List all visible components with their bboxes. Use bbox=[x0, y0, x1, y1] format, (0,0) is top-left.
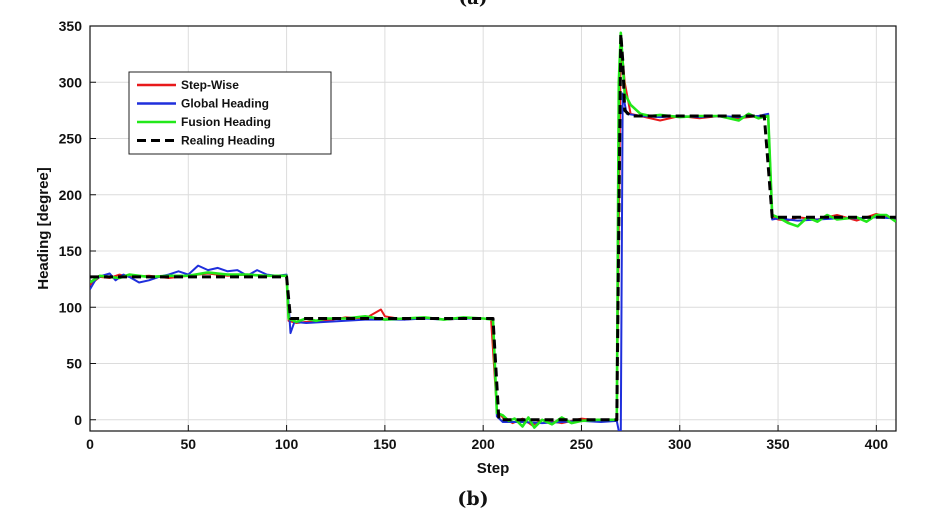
x-tick-label: 300 bbox=[668, 436, 692, 452]
y-tick-label: 350 bbox=[59, 18, 83, 34]
top-caption: (a) bbox=[450, 0, 496, 9]
y-tick-label: 50 bbox=[66, 356, 82, 372]
bottom-caption: (b) bbox=[457, 488, 489, 510]
x-tick-label: 200 bbox=[471, 436, 495, 452]
x-tick-label: 100 bbox=[275, 436, 299, 452]
x-tick-label: 150 bbox=[373, 436, 397, 452]
x-axis-label: Step bbox=[477, 460, 510, 477]
x-tick-label: 250 bbox=[570, 436, 594, 452]
x-tick-label: 50 bbox=[181, 436, 197, 452]
legend-label-step-wise: Step-Wise bbox=[181, 78, 239, 92]
series-realing-heading-line bbox=[90, 32, 896, 422]
legend-label-fusion-heading: Fusion Heading bbox=[181, 115, 271, 129]
y-tick-label: 100 bbox=[59, 299, 83, 315]
x-tick-label: 350 bbox=[766, 436, 790, 452]
plot-frame bbox=[89, 25, 897, 432]
legend-label-global-heading: Global Heading bbox=[181, 97, 269, 111]
y-tick-label: 250 bbox=[59, 131, 83, 147]
legend-label-realing-heading: Realing Heading bbox=[181, 134, 275, 148]
y-tick-label: 200 bbox=[59, 187, 83, 203]
tick-labels: 0 50 100 150 200 250 300 350 400 0 50 100 150 200 250 3… bbox=[59, 18, 889, 452]
series-layer bbox=[90, 31, 896, 431]
y-tick-label: 150 bbox=[59, 243, 83, 259]
series-fusion-heading-line bbox=[90, 31, 896, 429]
legend-items: Step-Wise Global Heading Fusion Heading Rea… bbox=[137, 78, 275, 148]
x-tick-label: 0 bbox=[86, 436, 94, 452]
y-tick-label: 300 bbox=[59, 74, 83, 90]
y-tick-label: 0 bbox=[74, 412, 82, 428]
x-tick-label: 400 bbox=[865, 436, 889, 452]
legend: Step-Wise Global Heading Fusion Heading Rea… bbox=[128, 71, 332, 155]
y-axis-label: Heading [degree] bbox=[35, 167, 52, 290]
